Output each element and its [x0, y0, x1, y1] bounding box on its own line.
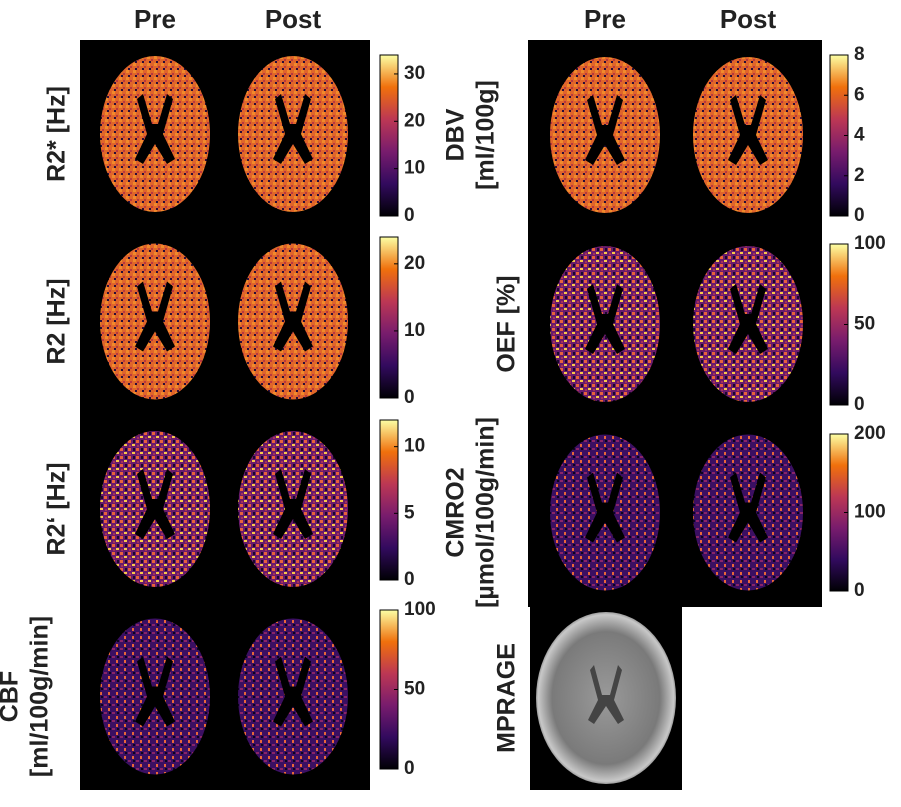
ventricles — [135, 281, 175, 352]
colorbar-tick-label: 20 — [404, 110, 425, 131]
row-label: DBV — [442, 108, 470, 161]
column-header: Post — [720, 4, 777, 34]
ventricles — [728, 284, 768, 354]
colorbar-tick-label: 0 — [854, 580, 865, 601]
ventricles — [585, 95, 625, 165]
ventricles — [273, 469, 313, 539]
colorbar-tick-label: 50 — [854, 314, 875, 335]
column-header: Pre — [584, 4, 626, 34]
ventricles — [273, 281, 313, 352]
colorbar-tick-label: 100 — [854, 502, 886, 523]
colorbar-tick-label: 50 — [404, 679, 425, 700]
row-label: OEF [%] — [493, 275, 521, 372]
colorbar-tick-label: 0 — [404, 569, 415, 590]
row-label: [ml/100g] — [472, 80, 500, 190]
row-label: CMRO2 — [442, 467, 470, 557]
colorbar-tick-label: 10 — [404, 320, 425, 341]
colorbar-tick-label: 30 — [404, 63, 425, 84]
column-header: Post — [265, 4, 322, 34]
row-label: CBF — [0, 671, 24, 722]
colorbar-tick-label: 0 — [854, 205, 865, 226]
colorbar-tick-label: 10 — [404, 436, 425, 457]
ventricles — [135, 656, 175, 727]
colorbar — [379, 236, 399, 399]
row-label: R2‘ [Hz] — [43, 462, 71, 555]
colorbar-tick-label: 0 — [404, 205, 415, 226]
colorbar — [379, 419, 399, 581]
mprage-ventricles — [588, 665, 624, 724]
colorbar-tick-label: 4 — [854, 125, 865, 146]
ventricles — [728, 472, 768, 543]
colorbar-tick-label: 0 — [404, 758, 415, 779]
row-label: [µmol/100g/min] — [472, 417, 500, 608]
column-header: Pre — [134, 4, 176, 34]
ventricles — [135, 94, 175, 164]
ventricles — [585, 284, 625, 354]
colorbar-tick-label: 0 — [404, 387, 415, 408]
row-label: R2 [Hz] — [43, 278, 71, 364]
row-label: R2* [Hz] — [43, 86, 71, 182]
ventricles — [273, 656, 313, 727]
row-label: [ml/100g/min] — [26, 616, 54, 777]
ventricles — [728, 95, 768, 165]
colorbar-tick-label: 100 — [404, 599, 436, 620]
colorbar-tick-label: 100 — [854, 233, 886, 254]
colorbar-tick-label: 5 — [404, 502, 415, 523]
colorbar-tick-label: 10 — [404, 158, 425, 179]
colorbar-tick-label: 8 — [854, 44, 865, 65]
colorbar-tick-label: 0 — [854, 394, 865, 415]
ventricles — [135, 469, 175, 539]
ventricles — [273, 94, 313, 164]
colorbar-tick-label: 20 — [404, 253, 425, 274]
colorbar-tick-label: 2 — [854, 165, 865, 186]
ventricles — [585, 472, 625, 543]
row-label: MPRAGE — [493, 643, 521, 753]
colorbar-tick-label: 200 — [854, 423, 886, 444]
colorbar-tick-label: 6 — [854, 84, 865, 105]
colorbar — [379, 54, 399, 217]
